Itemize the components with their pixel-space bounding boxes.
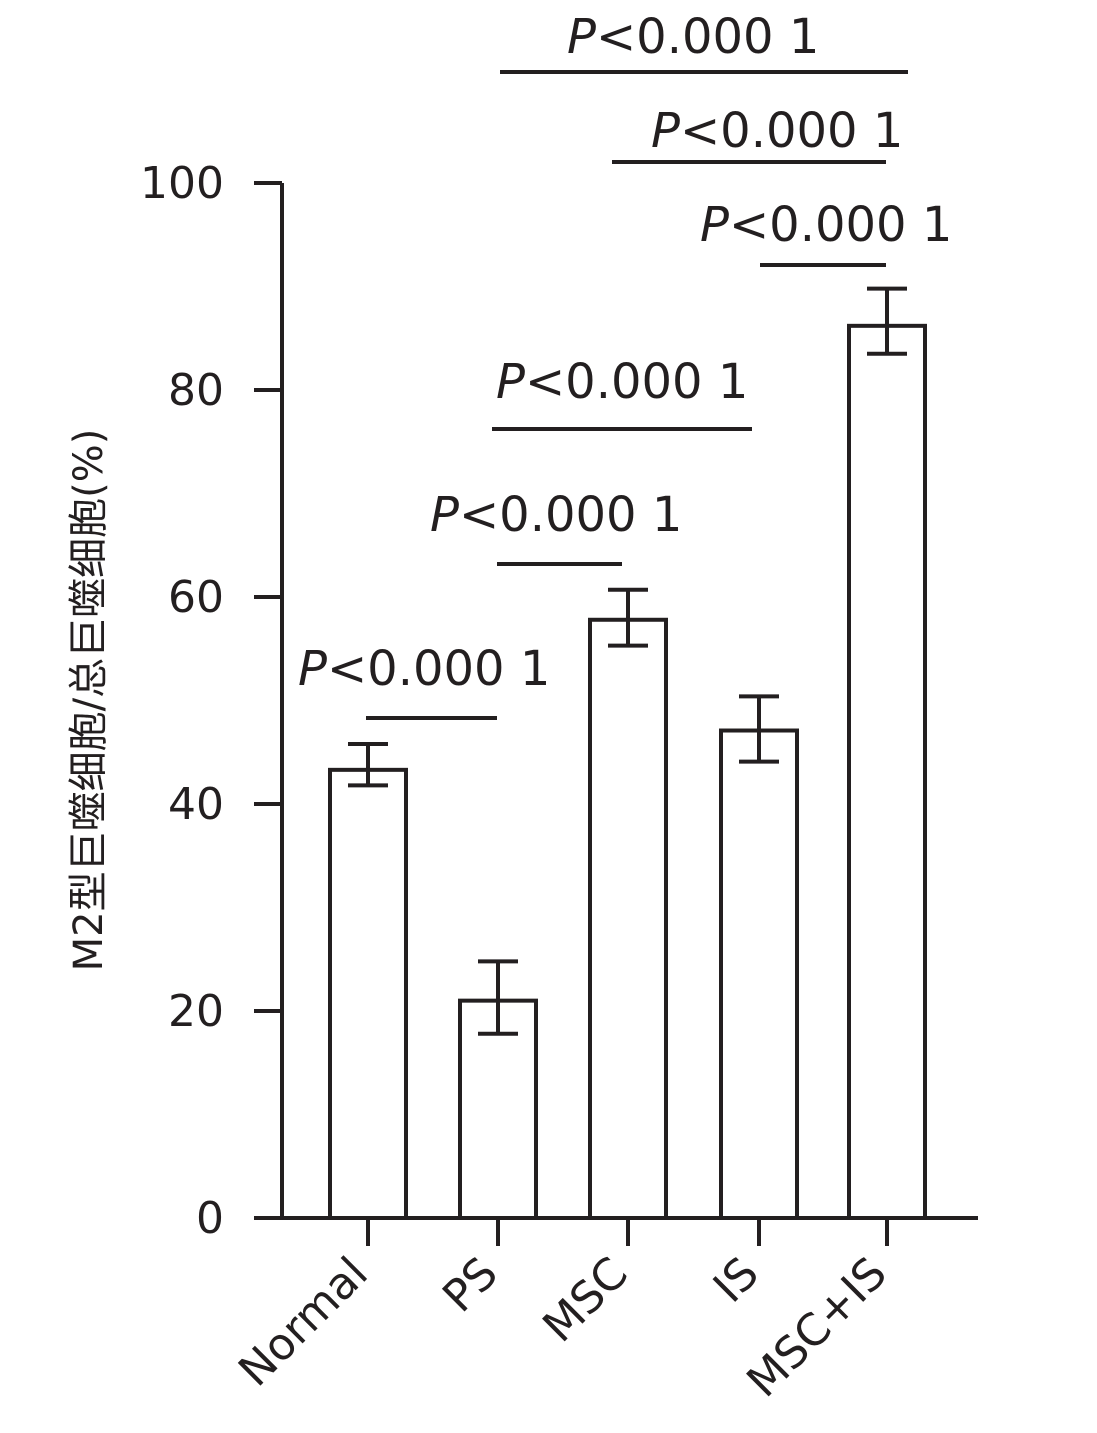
p-value: <0.000 1	[525, 354, 748, 410]
p-value: <0.000 1	[596, 9, 819, 65]
error-bar-3	[739, 694, 779, 764]
y-tick-label-80: 80	[168, 365, 224, 416]
p-symbol: P	[567, 9, 596, 65]
bar-2	[588, 617, 668, 1220]
p-symbol: P	[430, 487, 459, 543]
significance-label-3: P<0.000 1	[700, 197, 952, 253]
x-category-label-4: MSC+IS	[737, 1248, 896, 1407]
error-bar-4	[867, 286, 907, 356]
y-axis: 0 20 40 60 80 100	[140, 158, 284, 1244]
p-value: <0.000 1	[327, 641, 550, 697]
x-category-label-1: PS	[433, 1248, 508, 1323]
p-symbol: P	[496, 354, 525, 410]
p-value: <0.000 1	[680, 103, 903, 159]
bars	[328, 286, 927, 1221]
x-category-label-2: MSC	[533, 1248, 637, 1352]
bar-4	[847, 323, 927, 1220]
y-tick-label-60: 60	[168, 572, 224, 623]
y-tick-label-20: 20	[168, 986, 224, 1037]
significance-2: P<0.000 1	[492, 354, 752, 431]
p-value: <0.000 1	[459, 487, 682, 543]
significance-annotations: P<0.000 1P<0.000 1P<0.000 1P<0.000 1P<0.…	[298, 9, 952, 720]
y-tick-label-0: 0	[196, 1193, 224, 1244]
y-axis-label: M2型巨噬细胞/总巨噬细胞(%)	[66, 429, 112, 972]
significance-label-1: P<0.000 1	[430, 487, 682, 543]
p-value: <0.000 1	[729, 197, 952, 253]
x-category-label-3: IS	[704, 1248, 769, 1313]
bar-0	[328, 767, 408, 1220]
p-symbol: P	[651, 103, 680, 159]
significance-4: P<0.000 1	[612, 103, 903, 164]
p-symbol: P	[298, 641, 327, 697]
significance-5: P<0.000 1	[500, 9, 908, 74]
error-bar-2	[608, 587, 648, 648]
bar-3	[719, 728, 799, 1220]
y-tick-label-40: 40	[168, 779, 224, 830]
significance-1: P<0.000 1	[430, 487, 682, 566]
significance-0: P<0.000 1	[298, 641, 550, 720]
significance-label-2: P<0.000 1	[496, 354, 748, 410]
error-bar-1	[478, 959, 518, 1036]
significance-3: P<0.000 1	[700, 197, 952, 267]
error-bar-0	[348, 741, 388, 788]
x-category-label-0: Normal	[229, 1248, 378, 1397]
significance-label-4: P<0.000 1	[651, 103, 903, 159]
y-tick-label-100: 100	[140, 158, 224, 209]
p-symbol: P	[700, 197, 729, 253]
significance-label-5: P<0.000 1	[567, 9, 819, 65]
significance-label-0: P<0.000 1	[298, 641, 550, 697]
